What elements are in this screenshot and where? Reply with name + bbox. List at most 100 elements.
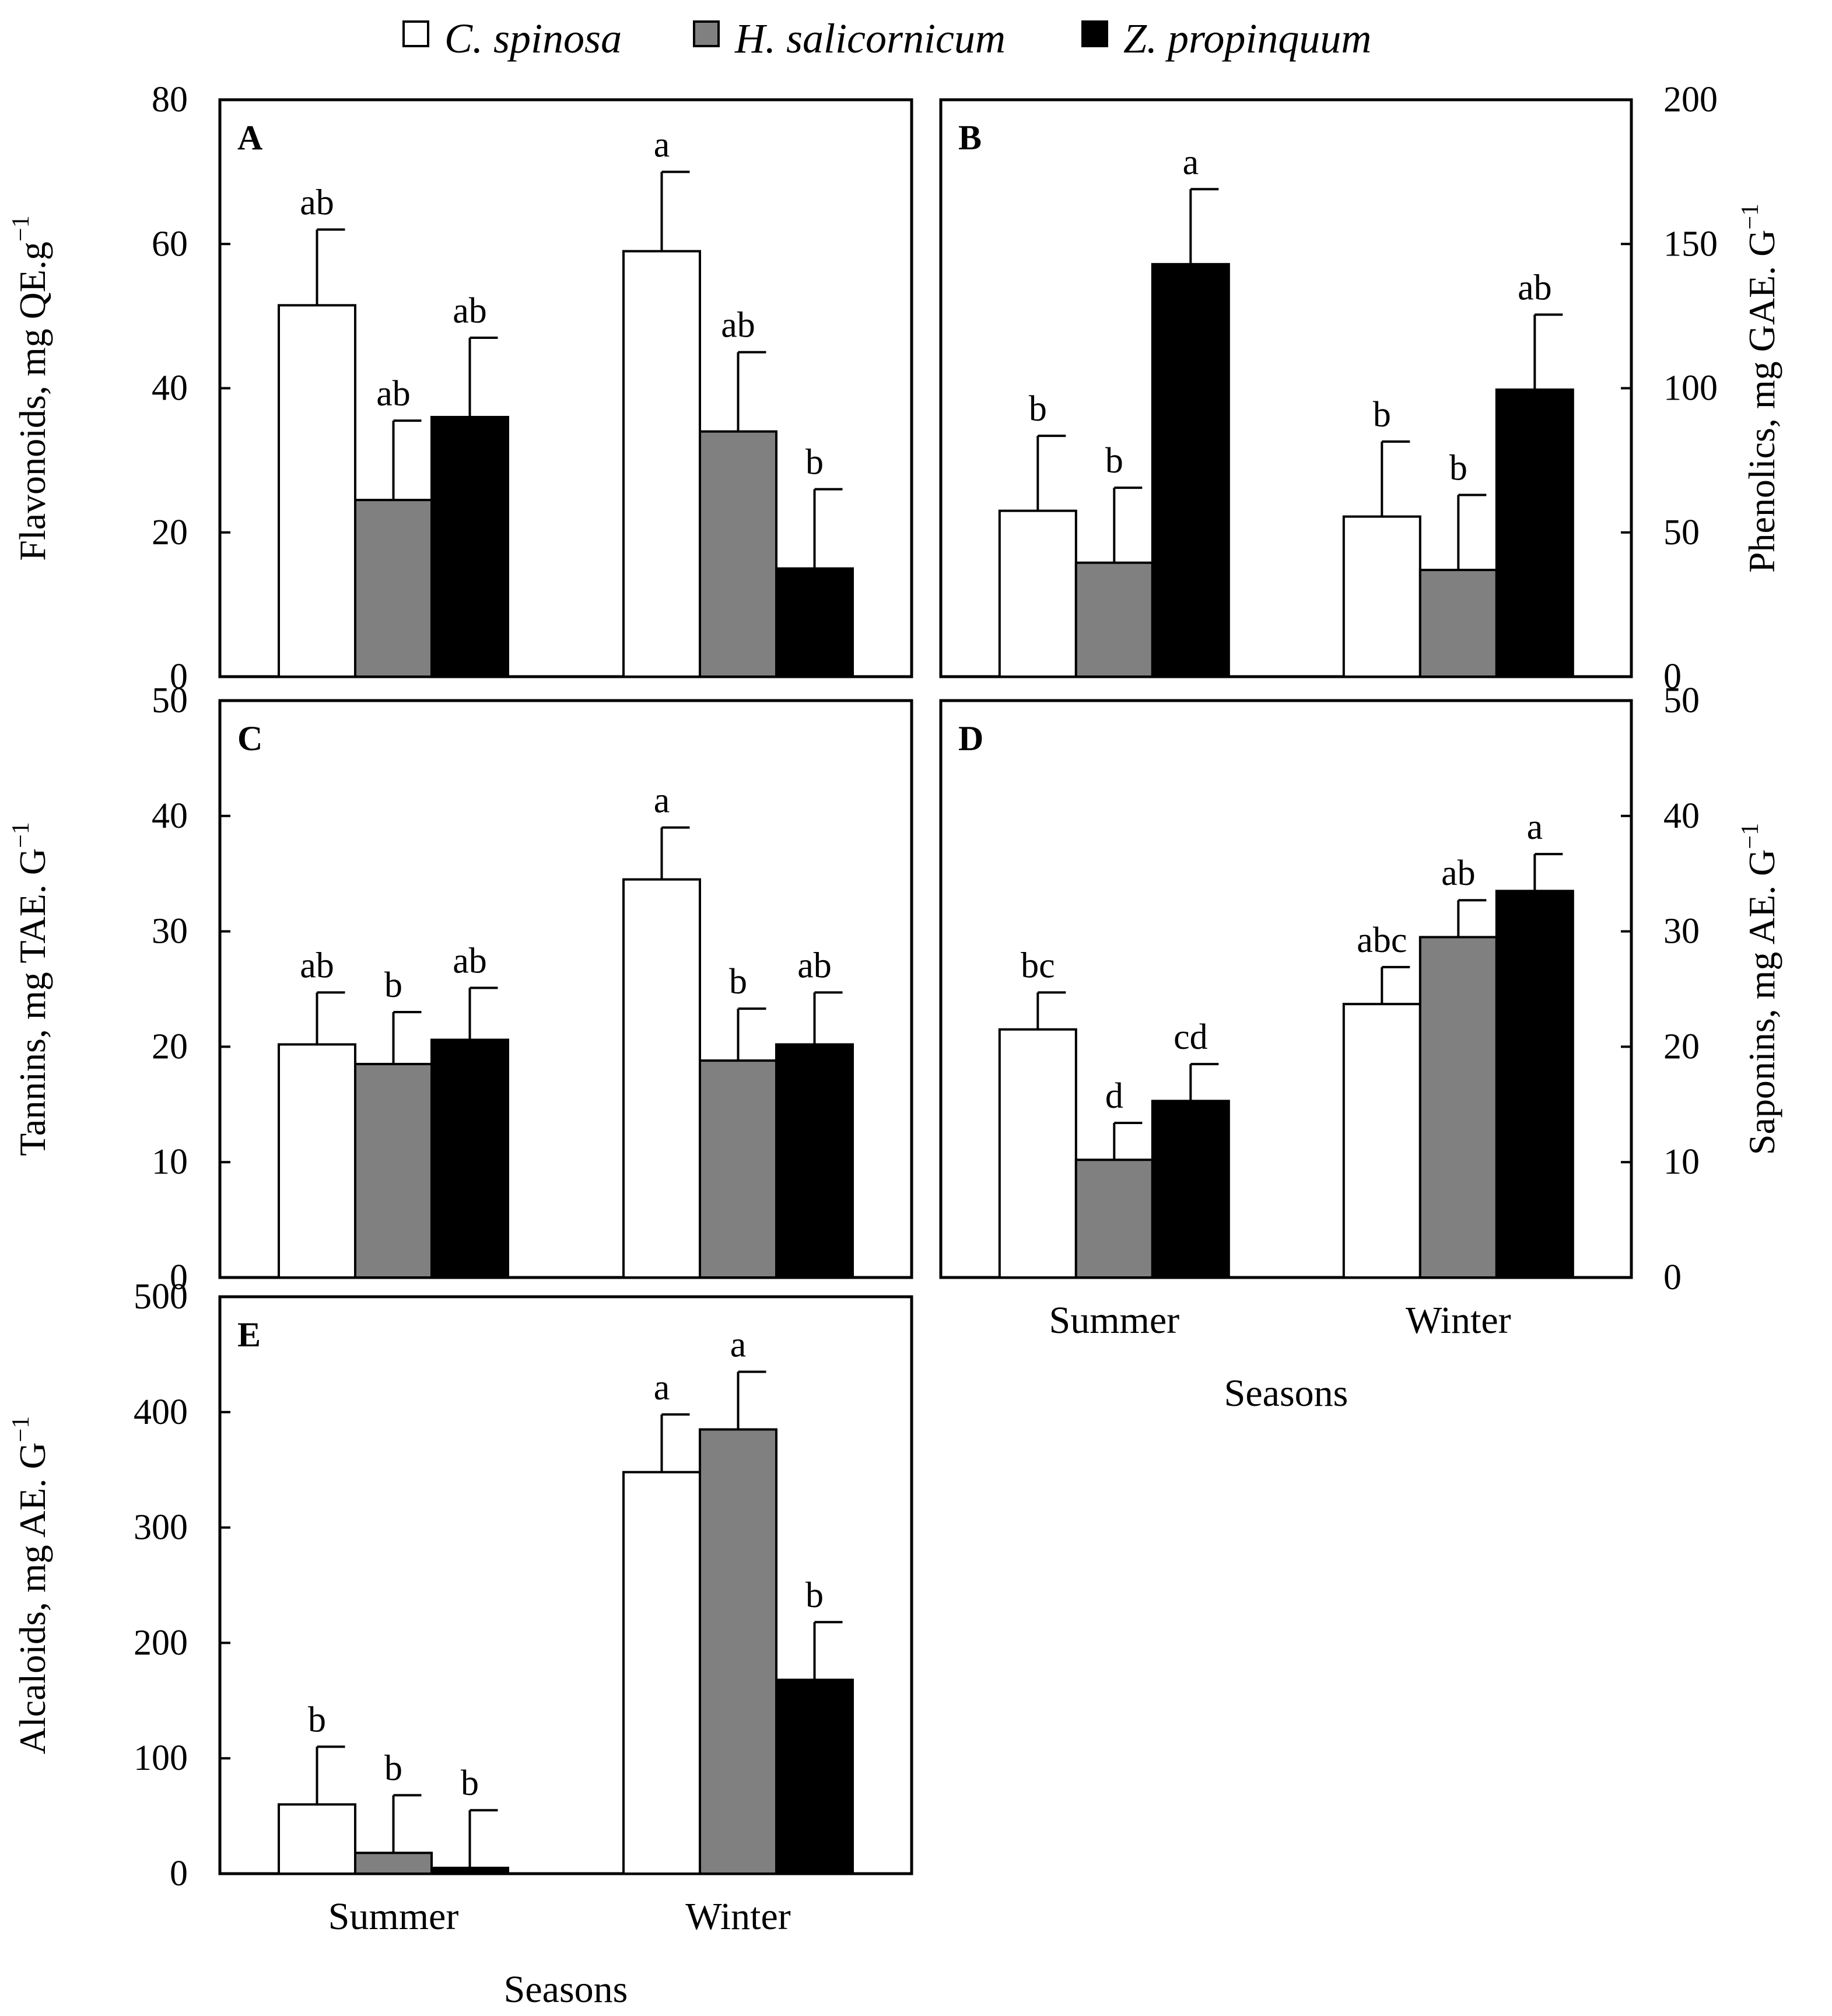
bar-summer-0	[278, 1803, 356, 1875]
bar-summer-1	[354, 499, 433, 678]
bar-summer-2	[1151, 262, 1230, 678]
bar-summer-0	[998, 509, 1077, 678]
bar-summer-2	[1151, 1100, 1230, 1279]
significance-letter: a	[730, 1325, 747, 1365]
y-axis-title-superscript: −1	[8, 215, 34, 242]
y-tick-label: 0	[170, 657, 188, 696]
bar-summer-0	[278, 1043, 356, 1279]
significance-letter: b	[384, 1748, 402, 1788]
y-tick-label: 30	[1663, 912, 1700, 951]
bar-winter-1	[1418, 936, 1498, 1279]
significance-letter: d	[1105, 1076, 1123, 1116]
y-tick-label: 500	[134, 1277, 188, 1317]
y-tick-label: 10	[152, 1142, 188, 1182]
bar-summer-0	[278, 304, 356, 678]
panel-a: A 0 20 40 60 80 Flavonoids, mg QE.g−1 ab ab ab a ab…	[8, 80, 913, 696]
y-tick-label: 100	[1663, 369, 1718, 408]
significance-letter: b	[1029, 389, 1047, 429]
significance-letter: ab	[453, 291, 487, 331]
panel-frame	[218, 1295, 913, 1875]
y-tick-label: 40	[1663, 796, 1700, 836]
panel-d: D 0 10 20 30 40 50 Saponins, mg AE. G−1 bc d cd Sum…	[939, 681, 1782, 1415]
bar-winter-1	[699, 1428, 777, 1875]
y-axis-title-superscript: −1	[1737, 823, 1764, 849]
y-axis-title-text: Phenolics, mg GAE. G	[1741, 230, 1782, 573]
bar-summer-2	[430, 415, 509, 678]
y-axis-title-text: Tannins, mg TAE. G	[12, 848, 53, 1156]
y-axis-title: Alcaloids, mg AE. G−1	[8, 1416, 53, 1755]
bar-winter-0	[622, 250, 701, 678]
panel-frame	[218, 699, 913, 1279]
significance-letter: b	[805, 443, 824, 482]
y-tick-label: 60	[152, 224, 188, 264]
y-axis-title: Saponins, mg AE. G−1	[1737, 823, 1782, 1155]
bar-summer-2	[430, 1867, 509, 1875]
x-axis-title: Seasons	[504, 1968, 628, 2011]
legend-swatch-1	[693, 20, 720, 47]
significance-letter: b	[384, 965, 402, 1005]
y-tick-label: 20	[152, 1027, 188, 1066]
y-axis-title: Phenolics, mg GAE. G−1	[1737, 204, 1782, 573]
bar-winter-1	[699, 430, 777, 678]
significance-letter: b	[1105, 441, 1123, 481]
bar-winter-1	[1418, 569, 1498, 678]
y-tick-label: 0	[170, 1854, 188, 1894]
y-tick-label: 50	[152, 681, 188, 720]
y-tick-label: 100	[134, 1738, 188, 1778]
y-tick-label: 0	[1663, 1258, 1682, 1297]
y-axis-title-superscript: −1	[8, 1416, 34, 1443]
significance-letter: ab	[797, 946, 832, 985]
panel-letter: E	[237, 1315, 261, 1354]
legend: C. spinosa H. salicornicum Z. propinquum	[402, 15, 1371, 62]
significance-letter: b	[461, 1763, 479, 1803]
bar-summer-1	[1074, 561, 1154, 678]
panel-e: E 0 100 200 300 400 500 Alcaloids, mg AE. G−1 b b…	[8, 1277, 913, 2011]
y-tick-label: 200	[1663, 80, 1718, 120]
significance-letter: abc	[1357, 921, 1407, 960]
y-tick-label: 150	[1663, 224, 1718, 264]
significance-letter: b	[1373, 395, 1391, 435]
bar-winter-0	[622, 1471, 701, 1875]
y-axis-title-text: Flavonoids, mg QE.g	[12, 242, 53, 561]
y-axis-title-text: Alcaloids, mg AE. G	[12, 1442, 53, 1754]
significance-letter: b	[805, 1576, 824, 1615]
significance-letter: ab	[300, 946, 334, 985]
significance-letter: bc	[1021, 946, 1055, 985]
bar-summer-2	[430, 1038, 509, 1279]
y-tick-label: 10	[1663, 1142, 1700, 1182]
panel-letter: B	[958, 118, 982, 157]
bar-winter-2	[1495, 890, 1574, 1279]
bar-winter-2	[775, 1678, 854, 1875]
significance-letter: b	[1449, 448, 1467, 488]
y-tick-label: 20	[152, 513, 188, 552]
significance-letter: a	[654, 781, 670, 821]
y-tick-label: 200	[134, 1623, 188, 1662]
bar-summer-0	[998, 1028, 1077, 1279]
y-tick-label: 0	[1663, 657, 1682, 696]
y-tick-label: 80	[152, 80, 188, 120]
panel-frame	[939, 699, 1633, 1279]
significance-letter: a	[654, 1368, 670, 1408]
legend-swatch-0	[402, 20, 429, 47]
bar-winter-2	[775, 567, 854, 678]
significance-letter: ab	[300, 183, 334, 223]
bar-winter-0	[1342, 1003, 1421, 1279]
panel-letter: C	[237, 719, 262, 758]
significance-letter: ab	[721, 306, 755, 345]
significance-letter: a	[1183, 142, 1199, 182]
y-tick-label: 40	[152, 369, 188, 408]
bar-summer-1	[354, 1063, 433, 1279]
significance-letter: ab	[1518, 268, 1552, 307]
significance-letter: b	[308, 1700, 326, 1740]
y-tick-label: 400	[134, 1392, 188, 1432]
significance-letter: a	[1527, 807, 1543, 847]
significance-letter: cd	[1174, 1017, 1208, 1057]
y-axis-title-text: Saponins, mg AE. G	[1741, 849, 1782, 1155]
significance-letter: ab	[453, 942, 487, 981]
y-tick-label: 0	[170, 1258, 188, 1297]
y-axis-title-superscript: −1	[1737, 204, 1764, 230]
significance-letter: a	[654, 125, 670, 165]
